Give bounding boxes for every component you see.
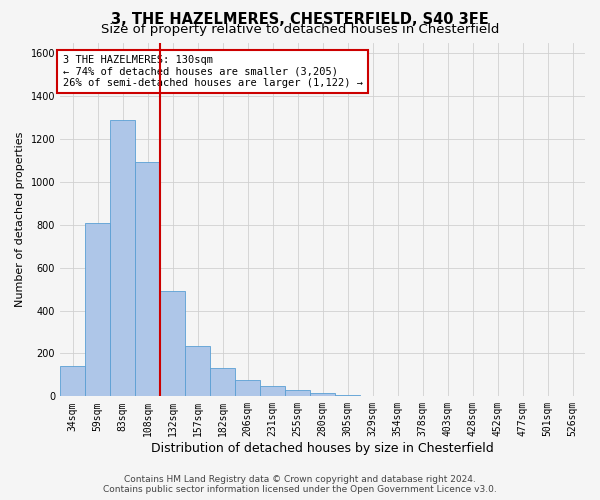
Text: Size of property relative to detached houses in Chesterfield: Size of property relative to detached ho… [101,22,499,36]
Bar [110,120,135,396]
Bar [285,390,310,396]
Text: 3 THE HAZELMERES: 130sqm
← 74% of detached houses are smaller (3,205)
26% of sem: 3 THE HAZELMERES: 130sqm ← 74% of detach… [62,55,362,88]
Bar [185,346,210,397]
Bar [235,380,260,396]
Bar [260,386,285,396]
Bar [135,162,160,396]
Bar [335,394,360,396]
Bar [85,222,110,396]
Y-axis label: Number of detached properties: Number of detached properties [15,132,25,307]
Bar [210,368,235,396]
Text: 3, THE HAZELMERES, CHESTERFIELD, S40 3FE: 3, THE HAZELMERES, CHESTERFIELD, S40 3FE [111,12,489,28]
Text: Contains HM Land Registry data © Crown copyright and database right 2024.
Contai: Contains HM Land Registry data © Crown c… [103,474,497,494]
X-axis label: Distribution of detached houses by size in Chesterfield: Distribution of detached houses by size … [151,442,494,455]
Bar [310,393,335,396]
Bar [60,366,85,396]
Bar [160,292,185,397]
